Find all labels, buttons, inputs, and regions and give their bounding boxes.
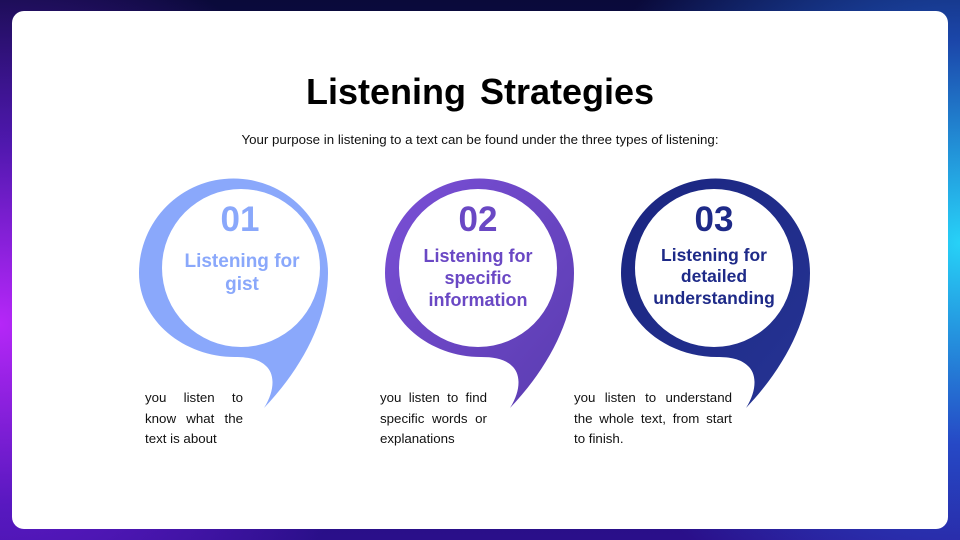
slide-card: Listening Strategies Your purpose in lis… <box>12 11 948 529</box>
pin-inner-circle-2 <box>399 189 557 347</box>
pin-inner-circle-3 <box>635 189 793 347</box>
pin-number-1: 01 <box>220 200 260 239</box>
pin-label-3: Listening for detailed understanding <box>653 245 775 308</box>
slide-title: Listening Strategies <box>305 71 655 112</box>
pin-inner-circle-1 <box>162 189 320 347</box>
strategy-description-3: you listen to understand the whole text,… <box>574 390 732 446</box>
pin-number-2: 02 <box>458 200 498 239</box>
strategy-description-1: you listen to know what the text is abou… <box>145 390 243 446</box>
slide-subtitle: Your purpose in listening to a text can … <box>241 132 719 147</box>
pin-number-3: 03 <box>694 200 734 239</box>
pin-graphics <box>139 178 810 408</box>
strategy-description-2: you listen to find specific words or exp… <box>380 390 487 446</box>
pin-label-1: Listening for gist <box>184 251 300 296</box>
pin-label-2: Listening for specific information <box>423 246 533 310</box>
